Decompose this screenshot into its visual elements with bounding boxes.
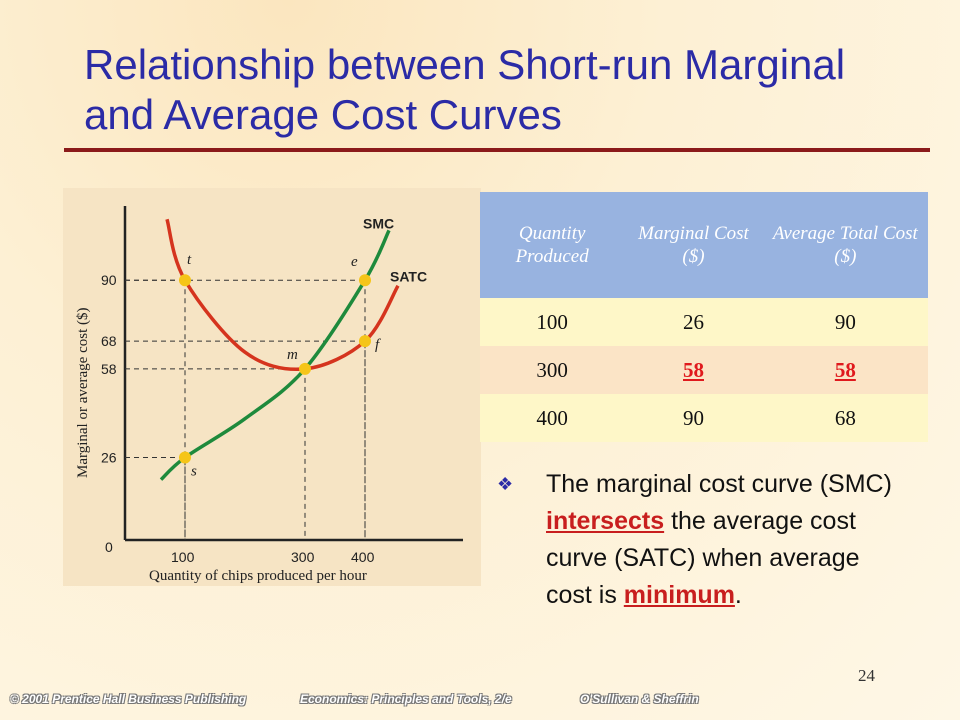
point-label-e: e (351, 254, 358, 270)
data-point-m (299, 362, 311, 375)
cell-quantity: 400 (480, 394, 625, 442)
point-label-f: f (375, 337, 381, 353)
cell-marginal-cost: 26 (624, 298, 763, 346)
header-quantity: Quantity Produced (480, 192, 625, 298)
cell-quantity: 100 (480, 298, 625, 346)
x-tick-label: 100 (171, 549, 195, 565)
y-tick-label: 90 (101, 272, 117, 288)
diamond-bullet-icon: ❖ (497, 474, 514, 494)
point-label-t: t (187, 252, 192, 268)
bullet-text-part: the average cost curve (SATC) when avera… (546, 507, 860, 609)
highlighted-value: 58 (683, 357, 704, 382)
bullet-point: The marginal cost curve (SMC) intersects… (546, 466, 906, 614)
cell-average-total-cost: 68 (762, 394, 928, 442)
y-axis-label: Marginal or average cost ($) (75, 308, 91, 479)
table-header-row: Quantity Produced Marginal Cost ($) Aver… (480, 192, 928, 298)
bullet-text-part: The marginal cost curve (SMC) (546, 470, 892, 498)
bullet-emphasis: minimum (623, 581, 735, 609)
data-point-t (179, 274, 191, 287)
series-label-smc: SMC (363, 215, 394, 231)
footer-authors: O'Sullivan & Sheffrin (580, 692, 699, 706)
y-tick-label: 68 (101, 333, 117, 349)
cost-curves-chart: SMC SATC t s m e f 26 58 68 90 0 100 300 400 Quantity o… (63, 188, 481, 586)
footer-book: Economics: Principles and Tools, 2/e (300, 692, 512, 706)
x-axis-label: Quantity of chips produced per hour (149, 568, 367, 584)
header-average-total-cost: Average Total Cost ($) (762, 192, 928, 298)
page-number: 24 (858, 666, 875, 685)
table-row: 300 58 58 (480, 346, 928, 394)
cell-average-total-cost: 90 (762, 298, 928, 346)
data-point-f (359, 335, 371, 348)
bullet-text-part: . (734, 581, 742, 609)
data-point-e (359, 274, 371, 287)
series-label-satc: SATC (390, 269, 427, 285)
chart-svg: SMC SATC t s m e f 26 58 68 90 0 100 300 400 Quantity o… (75, 206, 463, 584)
header-marginal-cost: Marginal Cost ($) (624, 192, 763, 298)
footer-copyright: © 2001 Prentice Hall Business Publishing (10, 692, 247, 706)
data-point-s (179, 451, 191, 464)
title-divider (64, 148, 930, 152)
table-row: 400 90 68 (480, 394, 928, 442)
highlighted-value: 58 (834, 357, 856, 382)
x-tick-label: 0 (105, 539, 113, 555)
point-label-s: s (191, 463, 197, 479)
cost-table: Quantity Produced Marginal Cost ($) Aver… (480, 192, 928, 442)
table-row: 100 26 90 (480, 298, 928, 346)
cell-marginal-cost: 90 (624, 394, 763, 442)
cell-average-total-cost: 58 (762, 346, 928, 394)
y-tick-label: 26 (101, 449, 117, 465)
cell-quantity: 300 (480, 346, 625, 394)
y-tick-label: 58 (101, 361, 117, 377)
x-tick-label: 400 (351, 549, 375, 565)
cell-marginal-cost: 58 (624, 346, 763, 394)
slide-title: Relationship between Short-run Marginal … (84, 41, 846, 138)
x-tick-label: 300 (291, 549, 315, 565)
bullet-emphasis: intersects (546, 507, 665, 535)
point-label-m: m (287, 347, 298, 363)
